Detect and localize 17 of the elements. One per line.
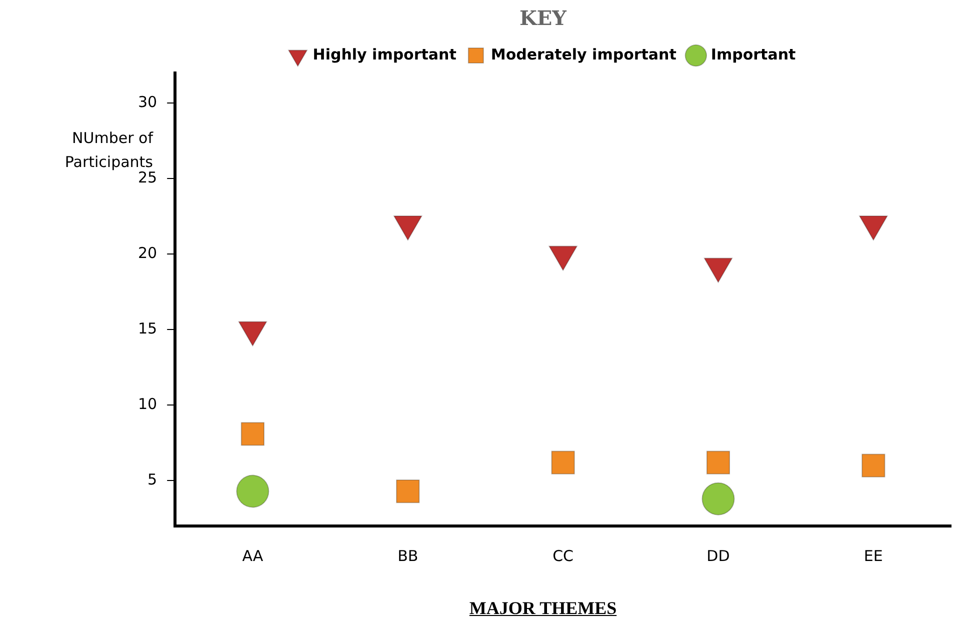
x-tick-label: DD <box>706 546 730 565</box>
legend-label: Moderately important <box>490 45 676 64</box>
y-tick-label: 10 <box>138 395 158 414</box>
y-tick-label: 25 <box>138 168 158 187</box>
x-tick-label: CC <box>552 546 574 565</box>
x-tick-label: AA <box>242 546 264 565</box>
legend-label: Highly important <box>312 45 456 64</box>
x-tick-label: EE <box>864 546 883 565</box>
y-tick-label: 15 <box>138 320 158 338</box>
y-tick-label: 30 <box>138 93 158 112</box>
y-axis-title: NUmber of Participants <box>64 128 153 171</box>
x-tick-label: BB <box>398 546 418 565</box>
legend-label: Important <box>710 45 796 64</box>
legend-title: KEY <box>520 6 568 30</box>
y-tick-label: 5 <box>148 470 158 489</box>
y-tick-label: 20 <box>138 244 158 262</box>
x-axis-title: MAJOR THEMES <box>468 598 618 619</box>
